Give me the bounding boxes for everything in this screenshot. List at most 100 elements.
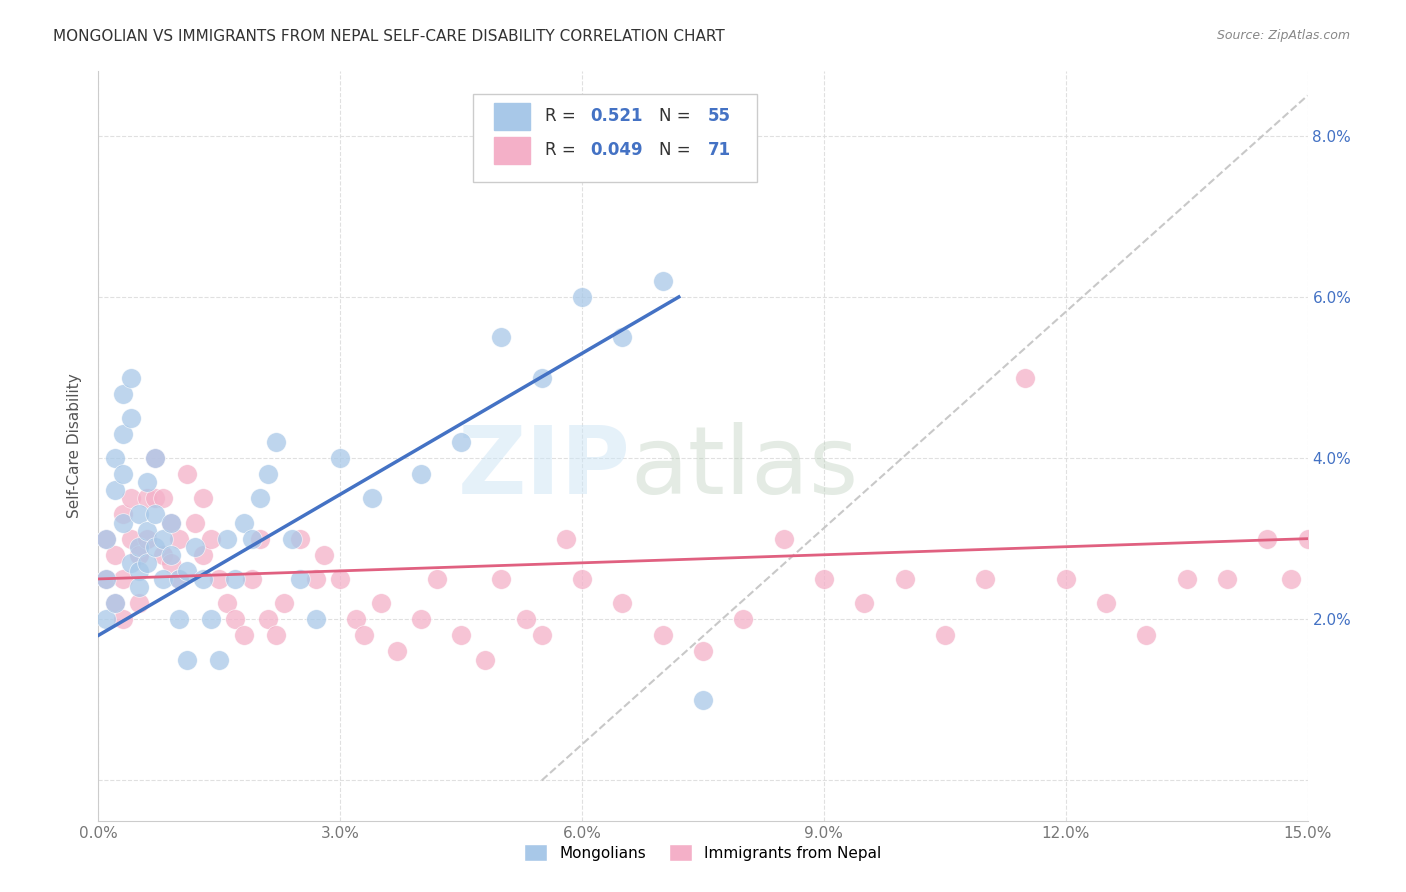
Text: R =: R = [544, 107, 581, 125]
Point [103, 451, 125, 466]
Point [344, 612, 367, 626]
Point [974, 572, 997, 586]
Point [143, 540, 166, 554]
Point [184, 516, 207, 530]
Point [152, 572, 174, 586]
Point [200, 612, 222, 626]
Point [240, 532, 263, 546]
Point [111, 426, 134, 441]
Text: 55: 55 [707, 107, 731, 125]
Point [111, 516, 134, 530]
Point [1054, 572, 1077, 586]
Point [167, 572, 190, 586]
Point [353, 628, 375, 642]
Point [1135, 628, 1157, 642]
Point [1014, 370, 1036, 384]
Point [167, 612, 190, 626]
Point [128, 540, 150, 554]
Point [160, 516, 183, 530]
Legend: Mongolians, Immigrants from Nepal: Mongolians, Immigrants from Nepal [519, 838, 887, 867]
Point [240, 572, 263, 586]
Point [651, 274, 673, 288]
Point [217, 596, 239, 610]
Point [1256, 532, 1278, 546]
Point [200, 532, 222, 546]
Point [103, 596, 125, 610]
Point [249, 532, 271, 546]
Point [111, 572, 134, 586]
Text: Source: ZipAtlas.com: Source: ZipAtlas.com [1216, 29, 1350, 42]
Point [370, 596, 392, 610]
Point [409, 467, 432, 482]
Point [176, 467, 198, 482]
Point [329, 572, 352, 586]
Point [143, 508, 166, 522]
Point [208, 572, 231, 586]
Point [651, 628, 673, 642]
Point [111, 612, 134, 626]
Point [103, 548, 125, 562]
Point [772, 532, 794, 546]
Point [474, 652, 496, 666]
Point [167, 532, 190, 546]
Point [111, 467, 134, 482]
Point [612, 330, 634, 344]
Point [1175, 572, 1198, 586]
Point [135, 491, 157, 506]
Point [426, 572, 449, 586]
Point [103, 596, 125, 610]
Point [305, 612, 328, 626]
Text: ZIP: ZIP [457, 423, 630, 515]
Point [143, 451, 166, 466]
Point [217, 532, 239, 546]
Point [1216, 572, 1239, 586]
Point [1281, 572, 1303, 586]
Bar [494, 136, 530, 163]
Point [450, 434, 472, 449]
Bar [494, 103, 530, 130]
Point [128, 564, 150, 578]
Point [120, 370, 142, 384]
Point [555, 532, 578, 546]
Point [934, 628, 956, 642]
Point [264, 628, 287, 642]
Point [232, 516, 254, 530]
Point [305, 572, 328, 586]
Point [224, 612, 246, 626]
Point [232, 628, 254, 642]
Point [491, 330, 513, 344]
Point [571, 572, 593, 586]
Point [160, 516, 183, 530]
Point [409, 612, 432, 626]
Point [120, 410, 142, 425]
Text: 0.521: 0.521 [591, 107, 643, 125]
Point [281, 532, 304, 546]
Point [193, 548, 215, 562]
Point [288, 532, 311, 546]
FancyBboxPatch shape [474, 94, 758, 182]
Point [152, 532, 174, 546]
Point [167, 572, 190, 586]
Point [264, 434, 287, 449]
Text: MONGOLIAN VS IMMIGRANTS FROM NEPAL SELF-CARE DISABILITY CORRELATION CHART: MONGOLIAN VS IMMIGRANTS FROM NEPAL SELF-… [53, 29, 725, 44]
Point [128, 596, 150, 610]
Point [176, 652, 198, 666]
Text: 71: 71 [707, 141, 731, 159]
Point [361, 491, 384, 506]
Text: R =: R = [544, 141, 581, 159]
Point [120, 491, 142, 506]
Point [96, 572, 118, 586]
Point [103, 483, 125, 498]
Point [193, 491, 215, 506]
Point [530, 628, 553, 642]
Point [733, 612, 755, 626]
Text: N =: N = [659, 141, 696, 159]
Point [135, 532, 157, 546]
Point [143, 491, 166, 506]
Point [273, 596, 295, 610]
Point [120, 556, 142, 570]
Y-axis label: Self-Care Disability: Self-Care Disability [67, 374, 83, 518]
Point [143, 451, 166, 466]
Point [571, 290, 593, 304]
Point [128, 580, 150, 594]
